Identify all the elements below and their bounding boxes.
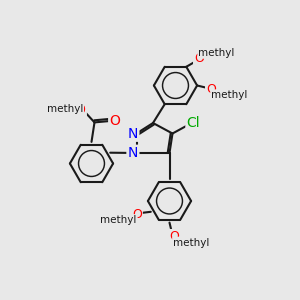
Text: methyl: methyl bbox=[173, 238, 210, 248]
Text: methyl: methyl bbox=[46, 104, 83, 114]
Text: N: N bbox=[128, 127, 138, 140]
Text: methyl: methyl bbox=[100, 215, 136, 225]
Text: Cl: Cl bbox=[187, 116, 200, 130]
Text: O: O bbox=[194, 52, 204, 65]
Text: methyl: methyl bbox=[198, 48, 235, 58]
Text: O: O bbox=[169, 230, 179, 243]
Text: O: O bbox=[132, 208, 142, 221]
Text: O: O bbox=[75, 103, 86, 116]
Text: N: N bbox=[128, 146, 138, 160]
Text: methyl: methyl bbox=[211, 90, 248, 100]
Text: O: O bbox=[206, 83, 216, 97]
Text: O: O bbox=[110, 114, 120, 128]
